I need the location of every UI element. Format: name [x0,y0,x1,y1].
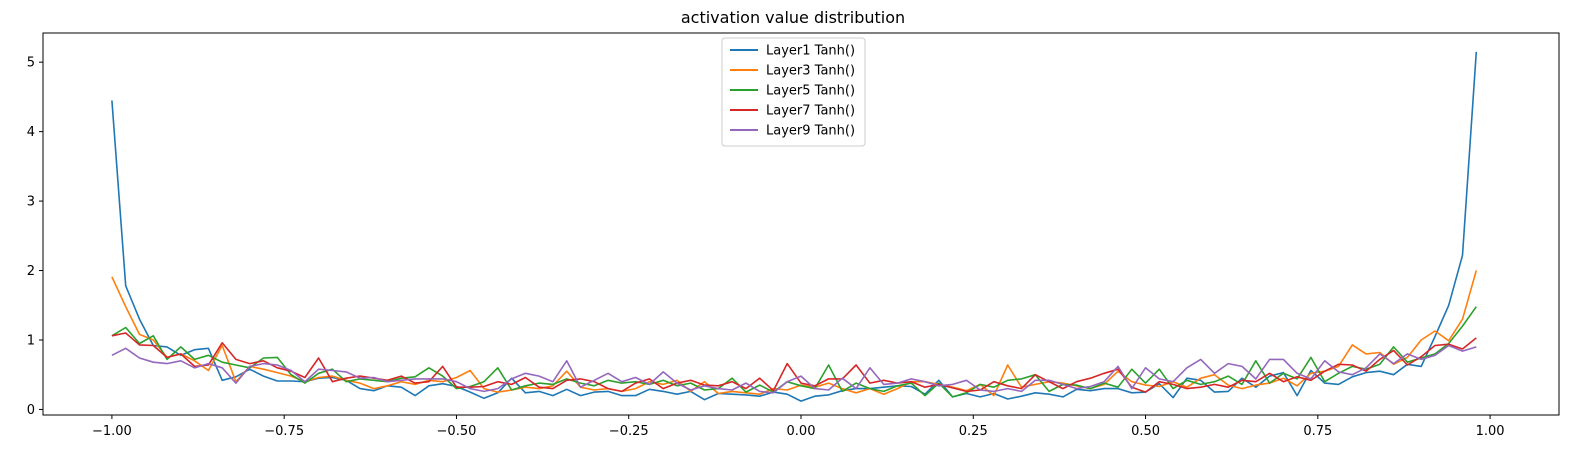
y-tick-label: 4 [27,125,35,140]
legend-label: Layer3 Tanh() [766,64,855,79]
y-tick-label: 1 [27,333,35,348]
x-tick-label: 0.00 [787,424,816,439]
legend-label: Layer5 Tanh() [766,84,855,99]
x-axis-ticks: −1.00 −0.75 −0.50 −0.25 0.00 0.25 0.50 0.75 1.00 [92,415,1505,439]
x-tick-label: −0.50 [437,424,477,439]
x-tick-label: 1.00 [1476,424,1505,439]
series-line-5 [111,344,1477,394]
y-tick-label: 3 [27,195,35,210]
x-tick-label: −0.75 [264,424,304,439]
y-tick-label: 5 [27,56,35,71]
legend-label: Layer1 Tanh() [766,44,855,59]
legend: Layer1 Tanh() Layer3 Tanh() Layer5 Tanh() L… [721,37,866,147]
series-line-2 [111,270,1478,397]
y-axis-ticks: 0 1 2 3 4 5 [27,56,43,418]
chart-title: activation value distribution [681,8,905,27]
y-tick-label: 0 [27,403,35,418]
x-tick-label: −0.25 [609,424,649,439]
plot-frame [42,32,1560,416]
x-tick-label: −1.00 [92,424,132,439]
series-line-4 [111,332,1477,393]
legend-box [721,37,866,147]
x-tick-label: 0.25 [959,424,988,439]
y-tick-label: 2 [27,264,35,279]
series-lines [111,51,1478,402]
x-tick-label: 0.50 [1131,424,1160,439]
legend-label: Layer9 Tanh() [766,124,855,139]
x-tick-label: 0.75 [1303,424,1332,439]
legend-label: Layer7 Tanh() [766,104,855,119]
